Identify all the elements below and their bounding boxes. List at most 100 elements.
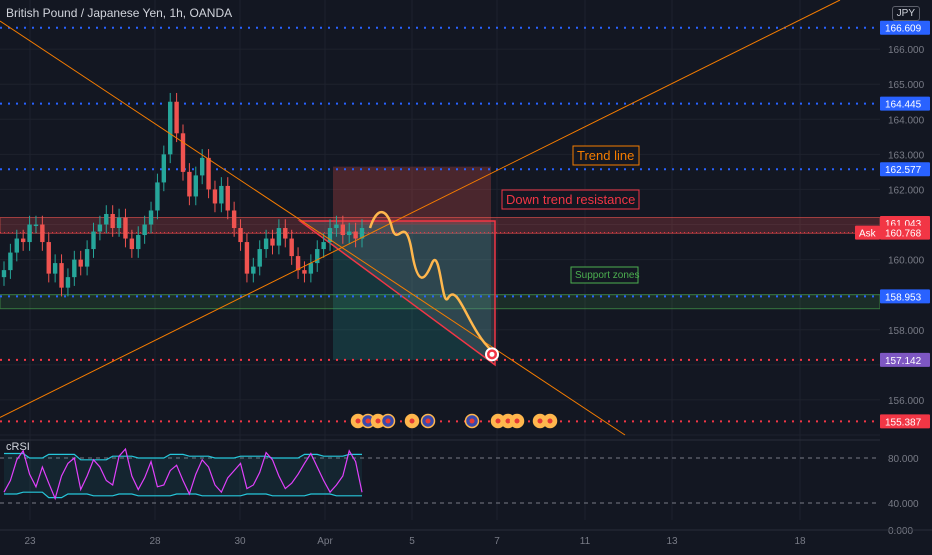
price-axis-bg bbox=[880, 0, 932, 550]
support-zones-label-box bbox=[570, 266, 639, 284]
event-icons bbox=[350, 413, 558, 429]
rsi-upper-band bbox=[4, 452, 362, 461]
price-label-badge bbox=[880, 162, 930, 177]
candle-body bbox=[129, 238, 135, 250]
candle-body bbox=[353, 231, 358, 239]
candle-body bbox=[33, 224, 39, 227]
price-tick-label: 162.000 bbox=[888, 185, 925, 196]
price-label-text: 164.445 bbox=[885, 100, 922, 111]
candle-body bbox=[174, 101, 179, 134]
down-trend-resistance-label-box bbox=[501, 189, 640, 210]
candle-body bbox=[206, 157, 211, 190]
ask-tag bbox=[855, 225, 880, 240]
candle-body bbox=[289, 238, 294, 257]
time-tick-label: 28 bbox=[149, 536, 161, 547]
candle-body bbox=[315, 249, 320, 264]
event-icon-dot bbox=[365, 418, 371, 424]
candle-body bbox=[59, 263, 64, 288]
price-label-text: 158.953 bbox=[885, 292, 922, 303]
rsi-band-fill bbox=[4, 453, 362, 498]
event-icon-dot bbox=[514, 418, 520, 424]
candle-body bbox=[276, 228, 282, 246]
ask-label: Ask bbox=[859, 229, 877, 240]
candle-body bbox=[84, 249, 90, 267]
price-label-badge bbox=[880, 352, 930, 367]
candle-body bbox=[78, 259, 83, 267]
candle-body bbox=[65, 277, 71, 288]
projection-path bbox=[368, 210, 499, 362]
candle-body bbox=[136, 235, 141, 250]
price-label-badge bbox=[880, 414, 930, 429]
candle-body bbox=[104, 213, 109, 225]
candle-body bbox=[334, 224, 339, 229]
time-tick-label: 30 bbox=[234, 536, 246, 547]
candle-body bbox=[283, 228, 288, 239]
down-trend-resistance-label: Down trend resistance bbox=[506, 192, 635, 207]
candle-body bbox=[199, 157, 205, 176]
price-label-text: 166.609 bbox=[885, 24, 922, 35]
time-tick-label: 7 bbox=[494, 536, 500, 547]
candle-body bbox=[340, 224, 346, 236]
price-label-text: 162.577 bbox=[885, 165, 922, 176]
event-icon-dot bbox=[505, 418, 511, 424]
candle-body bbox=[155, 182, 160, 211]
candle-body bbox=[257, 249, 262, 267]
trend-line-label-box bbox=[572, 145, 640, 166]
price-label-text: 157.142 bbox=[885, 356, 922, 367]
currency-badge[interactable]: JPY bbox=[891, 6, 920, 21]
candle-body bbox=[161, 154, 167, 183]
price-tick-label: 166.000 bbox=[888, 45, 925, 56]
candle-body bbox=[231, 210, 237, 229]
candle-body bbox=[212, 189, 218, 204]
rsi-pane bbox=[0, 439, 880, 504]
price-tick-label: 165.000 bbox=[888, 80, 925, 91]
time-tick-label: Apr bbox=[317, 536, 333, 547]
candle-body bbox=[91, 231, 96, 250]
candle-body bbox=[8, 252, 13, 271]
ascending-trend-line bbox=[0, 0, 841, 418]
candle-body bbox=[308, 263, 314, 274]
trend-lines bbox=[0, 0, 841, 436]
event-icon-dot bbox=[537, 418, 543, 424]
candle-body bbox=[20, 238, 26, 243]
price-label-text: 155.387 bbox=[885, 417, 922, 428]
candle-body bbox=[40, 224, 45, 243]
price-label-badge bbox=[880, 20, 930, 35]
candle-body bbox=[295, 256, 301, 271]
candle-body bbox=[244, 242, 250, 274]
candle-body bbox=[187, 171, 192, 197]
event-icon-dot bbox=[495, 418, 501, 424]
price-tick-label: 163.000 bbox=[888, 150, 925, 161]
time-tick-label: 13 bbox=[666, 536, 678, 547]
price-tick-label: 158.000 bbox=[888, 326, 925, 337]
event-icon-dot bbox=[375, 418, 381, 424]
rsi-tick-label: 0.000 bbox=[888, 526, 913, 537]
descending-trend-line bbox=[0, 20, 626, 436]
trend-line-label: Trend line bbox=[577, 148, 634, 163]
time-tick-label: 18 bbox=[794, 536, 806, 547]
candle-body bbox=[168, 101, 173, 155]
event-icon-dot bbox=[355, 418, 361, 424]
candle-body bbox=[327, 228, 333, 243]
event-icon-dot bbox=[409, 418, 415, 424]
time-tick-label: 11 bbox=[580, 536, 591, 547]
price-label-badge bbox=[880, 225, 930, 240]
candle-body bbox=[251, 266, 256, 274]
price-axis: 156.000 158.000 160.000 162.000 163.000 164.0… bbox=[855, 0, 932, 550]
candle-body bbox=[321, 242, 326, 250]
candle-body bbox=[52, 263, 58, 274]
candle-body bbox=[123, 217, 128, 239]
price-tick-label: 160.000 bbox=[888, 256, 925, 267]
projection-triangle bbox=[297, 220, 496, 367]
price-label-text: 161.043 bbox=[885, 219, 922, 230]
zones bbox=[0, 166, 881, 367]
rsi-line bbox=[3, 447, 363, 501]
candles bbox=[1, 92, 365, 297]
price-tick-label: 156.000 bbox=[888, 396, 925, 407]
short-position-risk-zone bbox=[333, 166, 491, 225]
candle-body bbox=[270, 238, 275, 246]
candle-body bbox=[110, 213, 115, 229]
rsi-lower-band bbox=[4, 491, 362, 499]
